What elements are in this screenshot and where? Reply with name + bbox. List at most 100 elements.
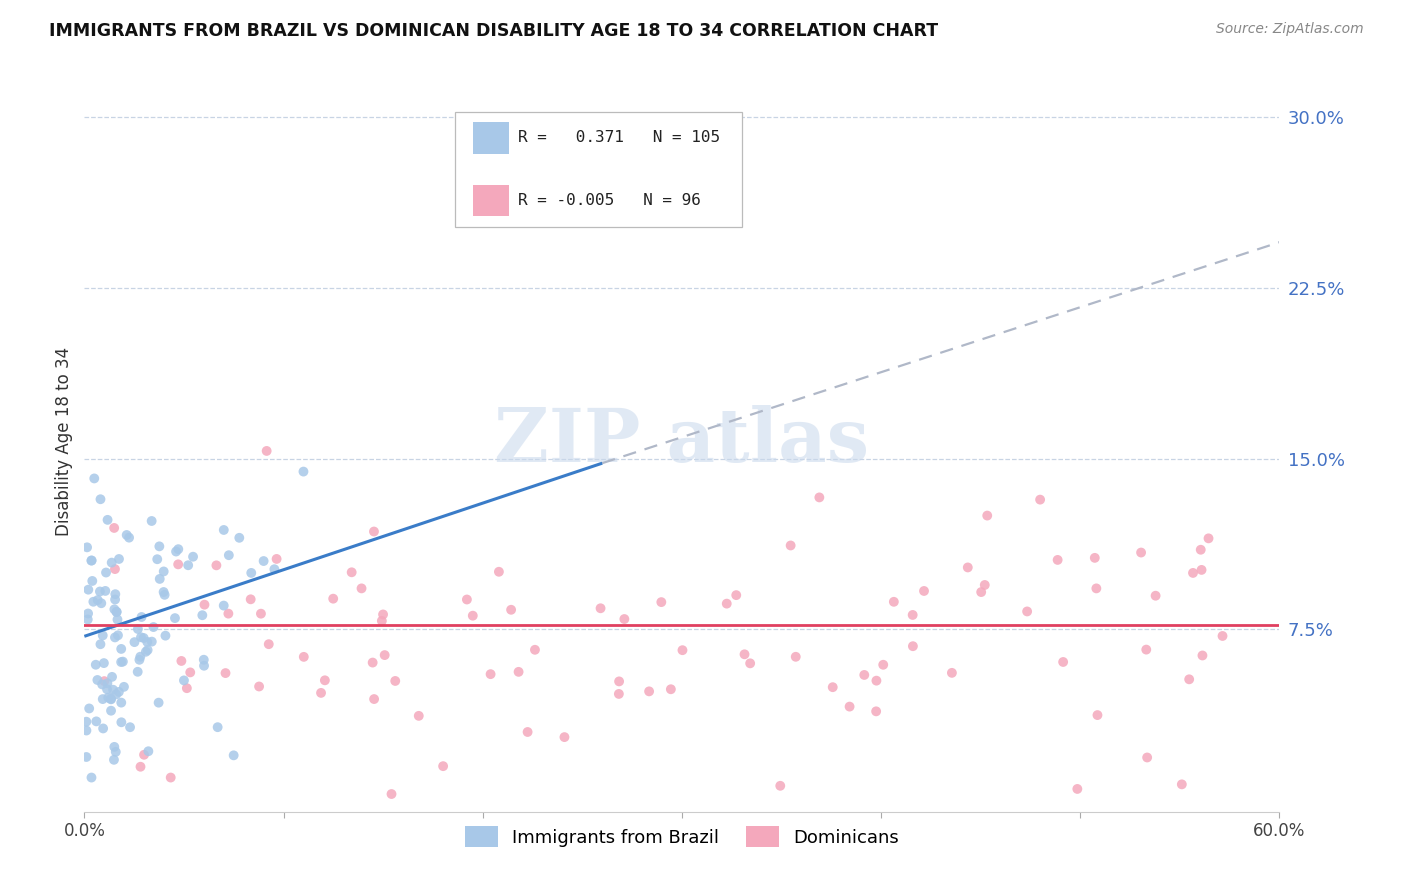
- Point: [90, 596, 112, 610]
- Point: [159, 771, 181, 785]
- Point: [103, 521, 125, 535]
- Point: [456, 592, 478, 607]
- FancyBboxPatch shape: [472, 122, 509, 153]
- Point: [384, 673, 406, 688]
- Point: [105, 687, 128, 701]
- Text: R =   0.371   N = 105: R = 0.371 N = 105: [519, 130, 720, 145]
- Point: [970, 585, 993, 599]
- Point: [973, 578, 995, 592]
- Point: [146, 552, 169, 566]
- Point: [865, 704, 887, 718]
- Point: [250, 607, 273, 621]
- Point: [101, 682, 124, 697]
- Point: [80, 553, 103, 567]
- Point: [240, 566, 263, 580]
- Point: [1066, 781, 1088, 796]
- Point: [1144, 589, 1167, 603]
- Point: [148, 696, 170, 710]
- Legend: Immigrants from Brazil, Dominicans: Immigrants from Brazil, Dominicans: [458, 819, 905, 855]
- Point: [76, 612, 98, 626]
- Point: [292, 465, 315, 479]
- Point: [163, 611, 186, 625]
- Point: [176, 681, 198, 696]
- Point: [671, 643, 693, 657]
- Point: [136, 643, 159, 657]
- Point: [247, 680, 270, 694]
- Point: [821, 680, 844, 694]
- Point: [374, 648, 396, 662]
- Text: Source: ZipAtlas.com: Source: ZipAtlas.com: [1216, 22, 1364, 37]
- Point: [956, 560, 979, 574]
- Point: [808, 491, 831, 505]
- Point: [101, 670, 124, 684]
- Point: [1198, 532, 1220, 546]
- Point: [257, 637, 280, 651]
- Point: [217, 607, 239, 621]
- Point: [725, 588, 748, 602]
- Point: [135, 645, 157, 659]
- Point: [173, 673, 195, 688]
- Point: [91, 677, 114, 691]
- Point: [141, 514, 163, 528]
- Point: [89, 637, 111, 651]
- Text: R = -0.005   N = 96: R = -0.005 N = 96: [519, 193, 702, 208]
- Point: [138, 744, 160, 758]
- Point: [212, 599, 235, 613]
- Point: [77, 582, 100, 597]
- Point: [93, 656, 115, 670]
- Point: [607, 674, 630, 689]
- Point: [104, 631, 127, 645]
- Point: [941, 665, 963, 680]
- Point: [91, 628, 114, 642]
- Point: [659, 682, 682, 697]
- Point: [838, 699, 860, 714]
- Point: [1084, 550, 1107, 565]
- Point: [104, 745, 127, 759]
- Point: [523, 642, 546, 657]
- Point: [785, 649, 807, 664]
- Point: [266, 552, 288, 566]
- Point: [75, 714, 97, 729]
- Point: [371, 614, 394, 628]
- Point: [976, 508, 998, 523]
- Point: [1178, 673, 1201, 687]
- Point: [1130, 545, 1153, 559]
- Point: [613, 612, 636, 626]
- Point: [89, 584, 111, 599]
- Point: [100, 556, 122, 570]
- Point: [132, 631, 155, 645]
- Point: [218, 548, 240, 562]
- Point: [371, 607, 394, 622]
- Point: [1052, 655, 1074, 669]
- Point: [80, 553, 103, 567]
- Point: [292, 649, 315, 664]
- Point: [118, 531, 141, 545]
- Point: [553, 730, 575, 744]
- Point: [193, 658, 215, 673]
- Point: [740, 657, 762, 671]
- Point: [638, 684, 661, 698]
- Point: [516, 725, 538, 739]
- Point: [110, 696, 132, 710]
- Point: [912, 584, 935, 599]
- Point: [115, 528, 138, 542]
- Point: [853, 668, 876, 682]
- Point: [177, 558, 200, 573]
- Point: [127, 622, 149, 636]
- Point: [167, 542, 190, 557]
- Point: [432, 759, 454, 773]
- Point: [110, 655, 132, 669]
- Point: [901, 607, 924, 622]
- Point: [501, 603, 523, 617]
- Point: [148, 540, 170, 554]
- Point: [716, 597, 738, 611]
- Point: [205, 558, 228, 573]
- Point: [214, 666, 236, 681]
- Point: [141, 634, 163, 648]
- Point: [222, 748, 245, 763]
- Point: [181, 549, 204, 564]
- Point: [193, 653, 215, 667]
- Point: [149, 572, 172, 586]
- Point: [129, 630, 152, 644]
- Point: [97, 690, 120, 705]
